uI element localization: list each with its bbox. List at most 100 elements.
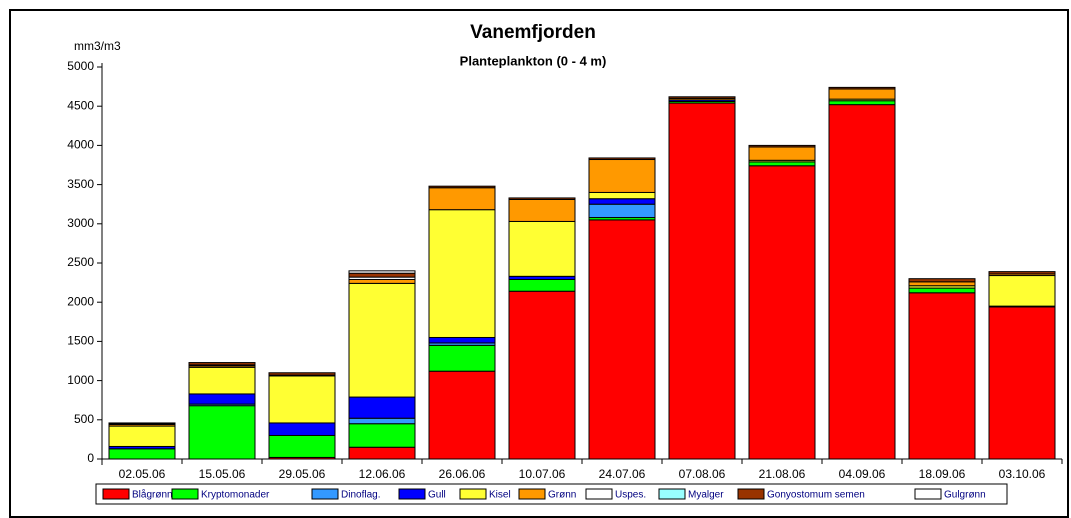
- chart-subtitle: Planteplankton (0 - 4 m): [460, 53, 607, 68]
- bar-segment: [828, 88, 896, 100]
- x-tick-label: 10.07.06: [519, 467, 566, 481]
- y-tick-label: 4000: [67, 138, 94, 152]
- bar-segment: [508, 220, 576, 277]
- bar-segment: [508, 290, 576, 460]
- y-tick-label: 2500: [67, 255, 94, 269]
- legend-swatch: [311, 488, 339, 500]
- bar-segment: [508, 198, 576, 222]
- bar-segment: [748, 161, 816, 167]
- bar-segment: [348, 446, 416, 460]
- y-tick-label: 0: [87, 451, 94, 465]
- bar-segment: [268, 375, 336, 424]
- bar-segment: [908, 287, 976, 294]
- legend-label: Gonyostomum semen: [767, 490, 865, 501]
- bar-segment: [348, 278, 416, 284]
- x-tick-label: 18.09.06: [919, 467, 966, 481]
- bar-segment: [828, 100, 896, 106]
- bar-segment: [828, 104, 896, 460]
- bar-segment: [348, 282, 416, 398]
- bar-segment: [108, 425, 176, 447]
- bar-segment: [108, 448, 176, 460]
- bar-segment: [588, 203, 656, 219]
- y-axis-title: mm3/m3: [74, 39, 121, 53]
- bar-segment: [908, 292, 976, 460]
- x-tick-label: 21.08.06: [759, 467, 806, 481]
- bar-segment: [588, 157, 656, 161]
- legend-swatch: [658, 488, 686, 500]
- bar-segment: [588, 191, 656, 200]
- x-tick-label: 12.06.06: [359, 467, 406, 481]
- x-tick-label: 24.07.06: [599, 467, 646, 481]
- bar-segment: [428, 344, 496, 372]
- bar-segment: [588, 219, 656, 460]
- bar-segment: [108, 422, 176, 425]
- y-tick-label: 1000: [67, 373, 94, 387]
- bar-segment: [188, 393, 256, 405]
- bar-segment: [508, 278, 576, 292]
- bar-segment: [188, 362, 256, 366]
- bar-segment: [348, 417, 416, 425]
- legend-swatch: [459, 488, 487, 500]
- bar-segment: [348, 272, 416, 278]
- bar-segment: [428, 336, 496, 344]
- bar-segment: [268, 434, 336, 458]
- bar-segment: [988, 275, 1056, 307]
- bar-segment: [428, 185, 496, 189]
- bar-segment: [268, 422, 336, 436]
- bar-segment: [908, 278, 976, 283]
- x-tick-label: 26.06.06: [439, 467, 486, 481]
- legend-swatch: [398, 488, 426, 500]
- x-tick-label: 29.05.06: [279, 467, 326, 481]
- bar-segment: [348, 396, 416, 419]
- x-tick-label: 04.09.06: [839, 467, 886, 481]
- legend-label: Gull: [428, 490, 446, 501]
- bar-segment: [668, 102, 736, 460]
- bar-segment: [588, 159, 656, 193]
- bar-segment: [508, 197, 576, 200]
- y-tick-label: 3000: [67, 216, 94, 230]
- bar-segment: [988, 306, 1056, 460]
- x-tick-label: 07.08.06: [679, 467, 726, 481]
- bar-segment: [428, 187, 496, 211]
- legend-swatch: [914, 488, 942, 500]
- legend-label: Myalger: [688, 490, 724, 501]
- y-tick-label: 1500: [67, 334, 94, 348]
- legend-label: Dinoflag.: [341, 490, 380, 501]
- legend-label: Uspes.: [615, 490, 646, 501]
- bar-segment: [268, 372, 336, 376]
- y-tick-label: 4500: [67, 98, 94, 112]
- bar-segment: [908, 281, 976, 287]
- bar-segment: [348, 423, 416, 448]
- bar-segment: [988, 271, 1056, 275]
- bar-segment: [428, 370, 496, 460]
- bar-segment: [428, 209, 496, 338]
- bar-segment: [748, 165, 816, 460]
- legend-swatch: [737, 488, 765, 500]
- bar-segment: [188, 405, 256, 460]
- y-tick-label: 3500: [67, 177, 94, 191]
- bar-segment: [588, 198, 656, 205]
- bar-segment: [748, 144, 816, 148]
- legend-swatch: [585, 488, 613, 500]
- legend-label: Grønn: [548, 490, 576, 501]
- x-tick-label: 03.10.06: [999, 467, 1046, 481]
- bar-segment: [828, 86, 896, 90]
- chart-title: Vanemfjorden: [470, 22, 596, 43]
- bar-segment: [188, 366, 256, 395]
- legend-swatch: [102, 488, 130, 500]
- legend-label: Kryptomonader: [201, 490, 270, 501]
- y-tick-label: 5000: [67, 59, 94, 73]
- bar-segment: [668, 96, 736, 99]
- bar-segment: [348, 270, 416, 274]
- y-tick-label: 500: [74, 412, 94, 426]
- x-tick-label: 15.05.06: [199, 467, 246, 481]
- legend-label: Gulgrønn: [944, 490, 986, 501]
- bar-segment: [748, 146, 816, 161]
- legend-label: Kisel: [489, 490, 511, 501]
- x-tick-label: 02.05.06: [119, 467, 166, 481]
- legend-swatch: [171, 488, 199, 500]
- legend-label: Blågrønn: [132, 489, 173, 501]
- legend-swatch: [518, 488, 546, 500]
- y-tick-label: 2000: [67, 294, 94, 308]
